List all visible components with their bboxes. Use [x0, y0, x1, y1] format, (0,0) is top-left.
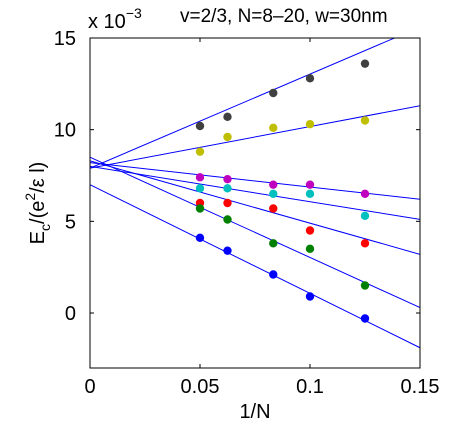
- data-point: [305, 226, 315, 235]
- data-point: [223, 198, 232, 208]
- data-point: [195, 147, 205, 156]
- data-point: [269, 88, 278, 98]
- data-point: [269, 270, 278, 279]
- data-point: [360, 59, 370, 68]
- x-tick-label: 0.1: [296, 376, 324, 398]
- data-point: [223, 112, 232, 122]
- data-point: [305, 189, 315, 199]
- x-tick-label: 0: [84, 376, 95, 398]
- data-point: [195, 204, 205, 213]
- x-axis: 0 0.05 0.1 0.15: [84, 38, 439, 398]
- axis-exponent: x 10−3: [88, 5, 142, 33]
- plot-frame: [89, 37, 421, 369]
- y-axis-label: Ec/(e2/ε l): [22, 162, 53, 245]
- data-point: [360, 189, 370, 199]
- fit-line: [90, 160, 420, 255]
- y-tick-label: 10: [54, 120, 76, 142]
- data-point: [269, 204, 278, 213]
- fit-lines: [90, 38, 420, 349]
- data-point: [269, 123, 278, 133]
- y-tick-label: 0: [65, 303, 76, 325]
- fit-line: [90, 165, 420, 220]
- data-point: [269, 180, 278, 189]
- y-axis-label-end: /ε l): [27, 162, 49, 193]
- data-point: [195, 233, 205, 243]
- data-point: [223, 174, 232, 184]
- data-point: [269, 239, 278, 248]
- data-point: [360, 239, 370, 248]
- y-axis-label-sup: 2: [22, 193, 38, 201]
- data-point: [360, 314, 370, 323]
- data-point: [305, 74, 315, 83]
- data-points: [195, 59, 370, 323]
- data-point: [305, 180, 315, 189]
- data-point: [360, 281, 370, 290]
- y-axis-label-sub: c: [37, 224, 53, 231]
- x-tick-label: 0.15: [401, 376, 440, 398]
- axis-exponent-power: −3: [126, 5, 142, 21]
- y-tick-label: 15: [54, 28, 76, 50]
- fit-line: [90, 105, 420, 169]
- data-point: [223, 184, 232, 193]
- y-tick-label: 5: [65, 211, 76, 233]
- y-axis-label-rest: /(e: [27, 201, 49, 224]
- data-point: [195, 184, 205, 193]
- data-point: [305, 244, 315, 254]
- data-point: [223, 215, 232, 224]
- data-point: [223, 132, 232, 142]
- y-axis: 0 5 10 15: [54, 28, 420, 325]
- data-point: [269, 189, 278, 199]
- chart-title: v=2/3, N=8–20, w=30nm: [180, 6, 388, 27]
- data-point: [360, 211, 370, 221]
- data-point: [195, 173, 205, 182]
- data-point: [305, 119, 315, 129]
- data-point: [195, 121, 205, 131]
- data-point: [305, 292, 315, 301]
- x-axis-label: 1/N: [239, 401, 270, 422]
- fit-line: [90, 38, 396, 169]
- x-tick-label: 0.05: [181, 376, 220, 398]
- plot-area: [90, 38, 420, 368]
- data-point: [360, 116, 370, 125]
- data-point: [223, 246, 232, 255]
